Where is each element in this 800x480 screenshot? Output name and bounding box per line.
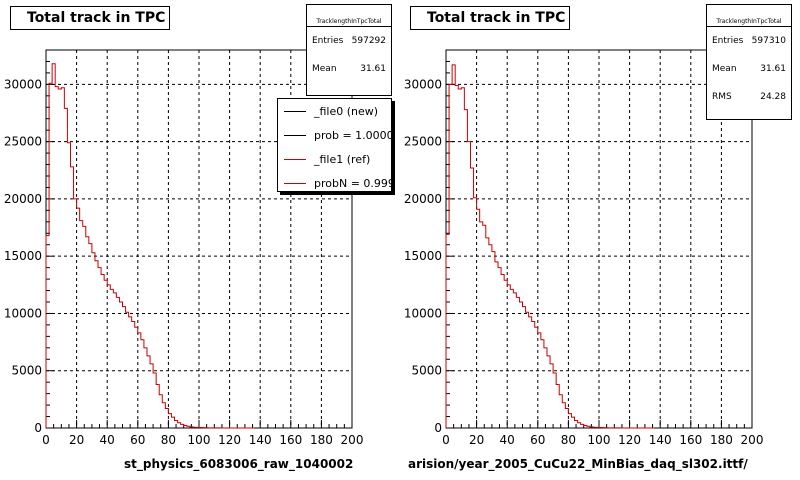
histogram-series-line [445,64,655,429]
stats-entries-value: 597292 [351,36,386,46]
y-tick-label: 20000 [4,192,42,206]
y-tick-label: 20000 [404,192,442,206]
histogram-title: Total track in TPC [410,6,570,30]
stats-entries-value: 597310 [751,36,786,46]
y-tick-label: 5000 [11,364,42,378]
x-tick-label: 100 [588,433,611,447]
stats-entries-label: Entries [312,36,344,46]
legend-swatch [284,182,306,184]
x-tick-label: 120 [618,433,641,447]
stats-rms-value: 24.28 [760,92,786,102]
x-axis-title: st_physics_6083006_raw_1040002 [124,457,354,471]
x-tick-label: 20 [69,433,84,447]
stats-mean-label: Mean [312,64,337,74]
y-tick-label: 0 [34,421,42,435]
y-tick-label: 25000 [4,135,42,149]
y-tick-label: 30000 [404,77,442,91]
legend-label: _file0 (new) [314,104,379,118]
x-tick-label: 120 [218,433,241,447]
y-tick-label: 15000 [4,249,42,263]
legend-swatch [284,134,306,136]
stats-mean-value: 31.61 [360,64,386,74]
legend-swatch [284,110,306,112]
legend-entry: probN = 0.999916 [278,171,391,191]
x-tick-label: 40 [100,433,115,447]
legend-label: probN = 0.999916 [314,176,391,190]
histogram-title: Total track in TPC [10,6,170,30]
y-tick-label: 5000 [411,364,442,378]
legend[interactable]: _file0 (new) prob = 1.000000 _file1 (ref… [277,98,392,192]
legend-entry: prob = 1.000000 [278,123,391,147]
stats-rms-label: RMS [712,92,732,102]
x-tick-label: 200 [341,433,364,447]
stats-entries-row: Entries 597292 [307,27,391,55]
stats-box[interactable]: TracklengthInTpcTotal Entries 597310 Mea… [706,4,792,120]
histogram-series-line [45,63,255,429]
histogram-right: 0 20 40 60 80 100 120 140 160 180 200 0 5000 10000 150… [404,49,764,447]
x-tick-label: 0 [42,433,50,447]
x-tick-label: 160 [679,433,702,447]
stats-mean-label: Mean [712,64,737,74]
stats-mean-row: Mean 31.61 [307,55,391,83]
x-tick-label: 140 [649,433,672,447]
y-tick-label: 10000 [404,306,442,320]
legend-entry: _file1 (ref) [278,147,391,171]
stats-name: TracklengthInTpcTotal [307,5,391,27]
x-tick-label: 0 [442,433,450,447]
stats-rms-row: RMS 24.28 [707,83,791,111]
y-tick-label: 15000 [404,249,442,263]
x-axis-title: arision/year_2005_CuCu22_MinBias_daq_sl3… [408,457,748,471]
x-tick-label: 200 [741,433,764,447]
stats-mean-value: 31.61 [760,64,786,74]
x-tick-label: 160 [279,433,302,447]
stats-entries-row: Entries 597310 [707,27,791,55]
legend-entry: _file0 (new) [278,99,391,123]
x-tick-label: 20 [469,433,484,447]
stats-box[interactable]: TracklengthInTpcTotal Entries 597292 Mea… [306,4,392,96]
stats-mean-row: Mean 31.61 [707,55,791,83]
x-tick-label: 180 [310,433,333,447]
legend-label: _file1 (ref) [314,152,371,166]
y-tick-label: 25000 [404,135,442,149]
y-tick-label: 10000 [4,306,42,320]
stats-entries-label: Entries [712,36,744,46]
x-tick-label: 80 [161,433,176,447]
y-tick-label: 0 [434,421,442,435]
x-tick-label: 140 [249,433,272,447]
legend-swatch [284,158,306,160]
x-tick-label: 60 [530,433,545,447]
stats-name: TracklengthInTpcTotal [707,5,791,27]
x-tick-label: 180 [710,433,733,447]
x-tick-label: 60 [130,433,145,447]
legend-label: prob = 1.000000 [314,128,391,142]
x-tick-label: 80 [561,433,576,447]
x-tick-label: 40 [500,433,515,447]
x-tick-label: 100 [188,433,211,447]
y-tick-label: 30000 [4,77,42,91]
